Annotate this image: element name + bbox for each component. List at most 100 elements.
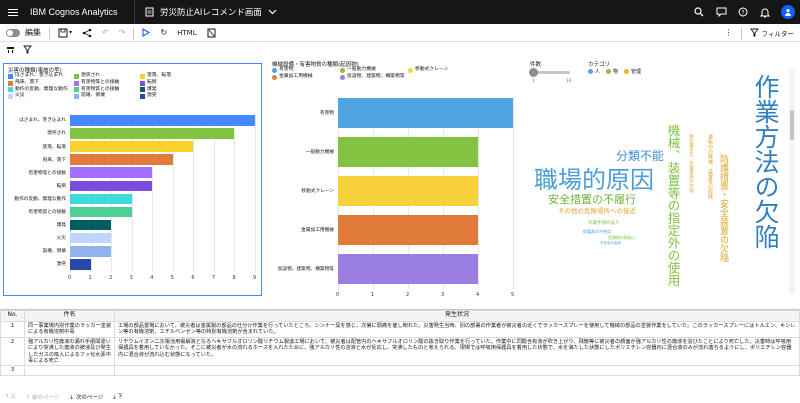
- legend-item[interactable]: 有害物: [272, 67, 293, 74]
- help-icon[interactable]: ?: [732, 0, 754, 24]
- bar-7[interactable]: [70, 193, 132, 205]
- user-avatar-icon[interactable]: [781, 5, 795, 19]
- previous-page-button[interactable]: ↑ 前のページ: [25, 394, 60, 401]
- legend-item[interactable]: 飛来、落下: [8, 80, 39, 87]
- bar-11[interactable]: [70, 246, 112, 257]
- output-format-icon[interactable]: [202, 24, 221, 42]
- word-cloud-term[interactable]: 職場的原因: [534, 166, 654, 194]
- bar-5[interactable]: [70, 167, 153, 178]
- notification-icon[interactable]: [754, 0, 776, 24]
- category-item[interactable]: 人: [588, 68, 600, 75]
- word-cloud-term[interactable]: 危険物の取扱い: [608, 235, 636, 240]
- legend-item[interactable]: 崩壊、倒壊: [74, 93, 105, 100]
- legend-item[interactable]: はさまれ、巻き込まれ: [8, 73, 63, 80]
- first-page-button[interactable]: ⤒ 上: [6, 394, 16, 400]
- legend-label: 有害物質との接触: [81, 86, 120, 92]
- category-label: 金属加工用機械: [301, 228, 334, 233]
- slider-handle[interactable]: [529, 68, 538, 77]
- legend-item[interactable]: 激突され: [74, 73, 100, 80]
- hamburger-menu-icon[interactable]: [0, 0, 26, 24]
- next-page-button[interactable]: ↓ 次のページ: [69, 394, 104, 401]
- save-icon[interactable]: ▾: [53, 24, 77, 42]
- legend-item[interactable]: 爆発: [140, 87, 157, 94]
- row-number: 1: [0, 321, 25, 338]
- search-icon[interactable]: [688, 0, 710, 24]
- scrollbar[interactable]: [789, 70, 795, 294]
- last-page-button[interactable]: ⤓ 下: [113, 394, 123, 400]
- bar-2[interactable]: [338, 137, 478, 167]
- bar-1[interactable]: [338, 98, 513, 128]
- app-brand[interactable]: IBM Cognos Analytics: [30, 7, 118, 17]
- bar-12[interactable]: [70, 259, 91, 270]
- output-format-html[interactable]: HTML: [177, 28, 197, 37]
- word-cloud-term[interactable]: 防護措置・安全装置の欠陥: [718, 154, 728, 262]
- word-cloud-term[interactable]: 不安全な姿勢: [600, 241, 621, 245]
- bar-6[interactable]: [70, 180, 153, 192]
- word-cloud-term[interactable]: 作業方法の欠陥: [751, 74, 780, 249]
- legend-item[interactable]: 火災: [8, 93, 25, 100]
- word-cloud-term[interactable]: 安全措置の不履行: [548, 193, 636, 206]
- legend-swatch: [340, 67, 345, 73]
- legend-item[interactable]: 有害物質との接触: [74, 87, 119, 94]
- category-label: 激突: [56, 262, 66, 268]
- word-cloud-term[interactable]: 作業手順の誤り: [588, 221, 620, 226]
- legend-item[interactable]: 動作の反動、無理な動作: [8, 87, 68, 94]
- legend-swatch: [272, 67, 277, 73]
- bar-2[interactable]: [70, 128, 235, 139]
- category-item[interactable]: 管理: [624, 68, 641, 75]
- redo-icon[interactable]: ↷: [118, 28, 126, 37]
- more-options-icon[interactable]: ⋮: [724, 28, 733, 37]
- word-cloud-term[interactable]: その他の危険場所への接近: [558, 207, 636, 215]
- count-slider[interactable]: [529, 68, 570, 77]
- undo-icon[interactable]: ↶: [102, 28, 109, 37]
- x-tick-label: 0: [336, 292, 340, 298]
- chevron-down-icon[interactable]: [268, 9, 277, 15]
- legend-item[interactable]: 仮設物、建築物、構築物等: [340, 74, 405, 81]
- word-cloud-term[interactable]: 機械、装置等の指定外の使用: [665, 124, 681, 287]
- word-cloud-term[interactable]: 保護具の不使用: [583, 229, 611, 234]
- legend-swatch: [74, 87, 79, 93]
- legend-item[interactable]: 有害物等との接触: [74, 80, 119, 87]
- word-cloud-term[interactable]: 分類不能: [616, 149, 665, 163]
- bar-4[interactable]: [338, 215, 478, 245]
- layout-icon[interactable]: [4, 40, 17, 58]
- legend-item[interactable]: 墜落、転落: [140, 73, 171, 80]
- count-label: 件数: [530, 62, 542, 68]
- bar-1[interactable]: [70, 115, 255, 126]
- chat-icon[interactable]: [710, 0, 732, 24]
- bar-10[interactable]: [70, 232, 112, 244]
- word-cloud-term[interactable]: 物の置き方、作業場所の欠陥: [688, 134, 694, 193]
- x-tick-label: 1: [371, 292, 375, 298]
- legend-item[interactable]: 金属加工用機械: [272, 74, 313, 81]
- bar-plot: 0 1 2 3 4 5 有害物 一般動力機械 移動式クレーン 金属加工用機械 仮設物、建築物、構築物…: [268, 89, 530, 298]
- grid-line: [70, 115, 71, 272]
- word-cloud[interactable]: 職場的原因 作業方法の欠陥 分類不能安全措置の不履行 機械、装置等の指定外の使用 防護措…: [528, 74, 790, 294]
- bar-9[interactable]: [70, 219, 112, 231]
- category-item[interactable]: 物: [606, 68, 618, 75]
- legend-label: 転倒: [147, 79, 157, 85]
- bar-8[interactable]: [70, 206, 132, 218]
- grid-line: [193, 115, 195, 272]
- machine-equipment-chart[interactable]: 機械設備・有害物質の種類(起因物) 有害物 一般動力機械 移動式クレーン 金属加工用機…: [268, 59, 530, 298]
- edit-toggle[interactable]: [6, 28, 20, 37]
- word-cloud-term[interactable]: 運転中の機械、装置等の掃除: [707, 134, 713, 199]
- legend-item[interactable]: 激突: [140, 93, 157, 100]
- bar-5[interactable]: [338, 254, 478, 284]
- bar-3[interactable]: [70, 141, 194, 152]
- document-title-area[interactable]: 労災防止AIレコメンド画面: [145, 6, 277, 18]
- legend-item[interactable]: 転倒: [140, 80, 157, 87]
- legend-item[interactable]: 移動式クレーン: [408, 67, 448, 74]
- accident-type-chart[interactable]: 災害の種類(事故の型) はさまれ、巻き込まれ 激突され 墜落、転落 飛来、落下 有害物等…: [3, 63, 262, 296]
- share-icon[interactable]: [77, 24, 97, 42]
- filter-button[interactable]: フィルター: [745, 24, 800, 42]
- run-icon[interactable]: [137, 24, 155, 42]
- table-row: 3: [0, 365, 800, 376]
- legend-item[interactable]: 一般動力機械: [340, 67, 376, 74]
- refresh-icon[interactable]: ↻: [160, 28, 168, 37]
- category-label: 激突され: [47, 131, 66, 137]
- grid-line: [131, 115, 133, 272]
- bar-3[interactable]: [338, 176, 478, 206]
- filter-icon[interactable]: [21, 40, 34, 58]
- category-legend[interactable]: 人 物 管理: [588, 68, 648, 76]
- bar-4[interactable]: [70, 154, 173, 165]
